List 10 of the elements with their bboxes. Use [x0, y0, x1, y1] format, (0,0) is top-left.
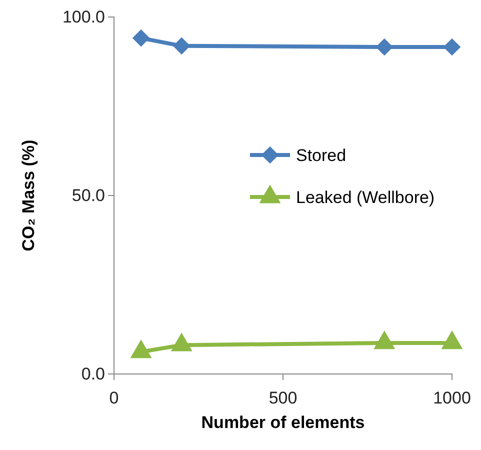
- y-tick-label: 50.0: [72, 186, 105, 205]
- x-tick-label: 500: [268, 388, 298, 408]
- y-tick-label: 0.0: [81, 364, 105, 384]
- x-axis-title: Number of elements: [201, 413, 365, 432]
- legend-label: Leaked (Wellbore): [296, 188, 435, 207]
- x-tick-label: 0: [109, 388, 119, 408]
- legend-label: Stored: [296, 146, 346, 165]
- y-tick-label: 100.0: [62, 7, 105, 26]
- x-tick-label: 1000: [433, 388, 471, 408]
- y-axis-title: CO₂ Mass (%): [19, 140, 38, 252]
